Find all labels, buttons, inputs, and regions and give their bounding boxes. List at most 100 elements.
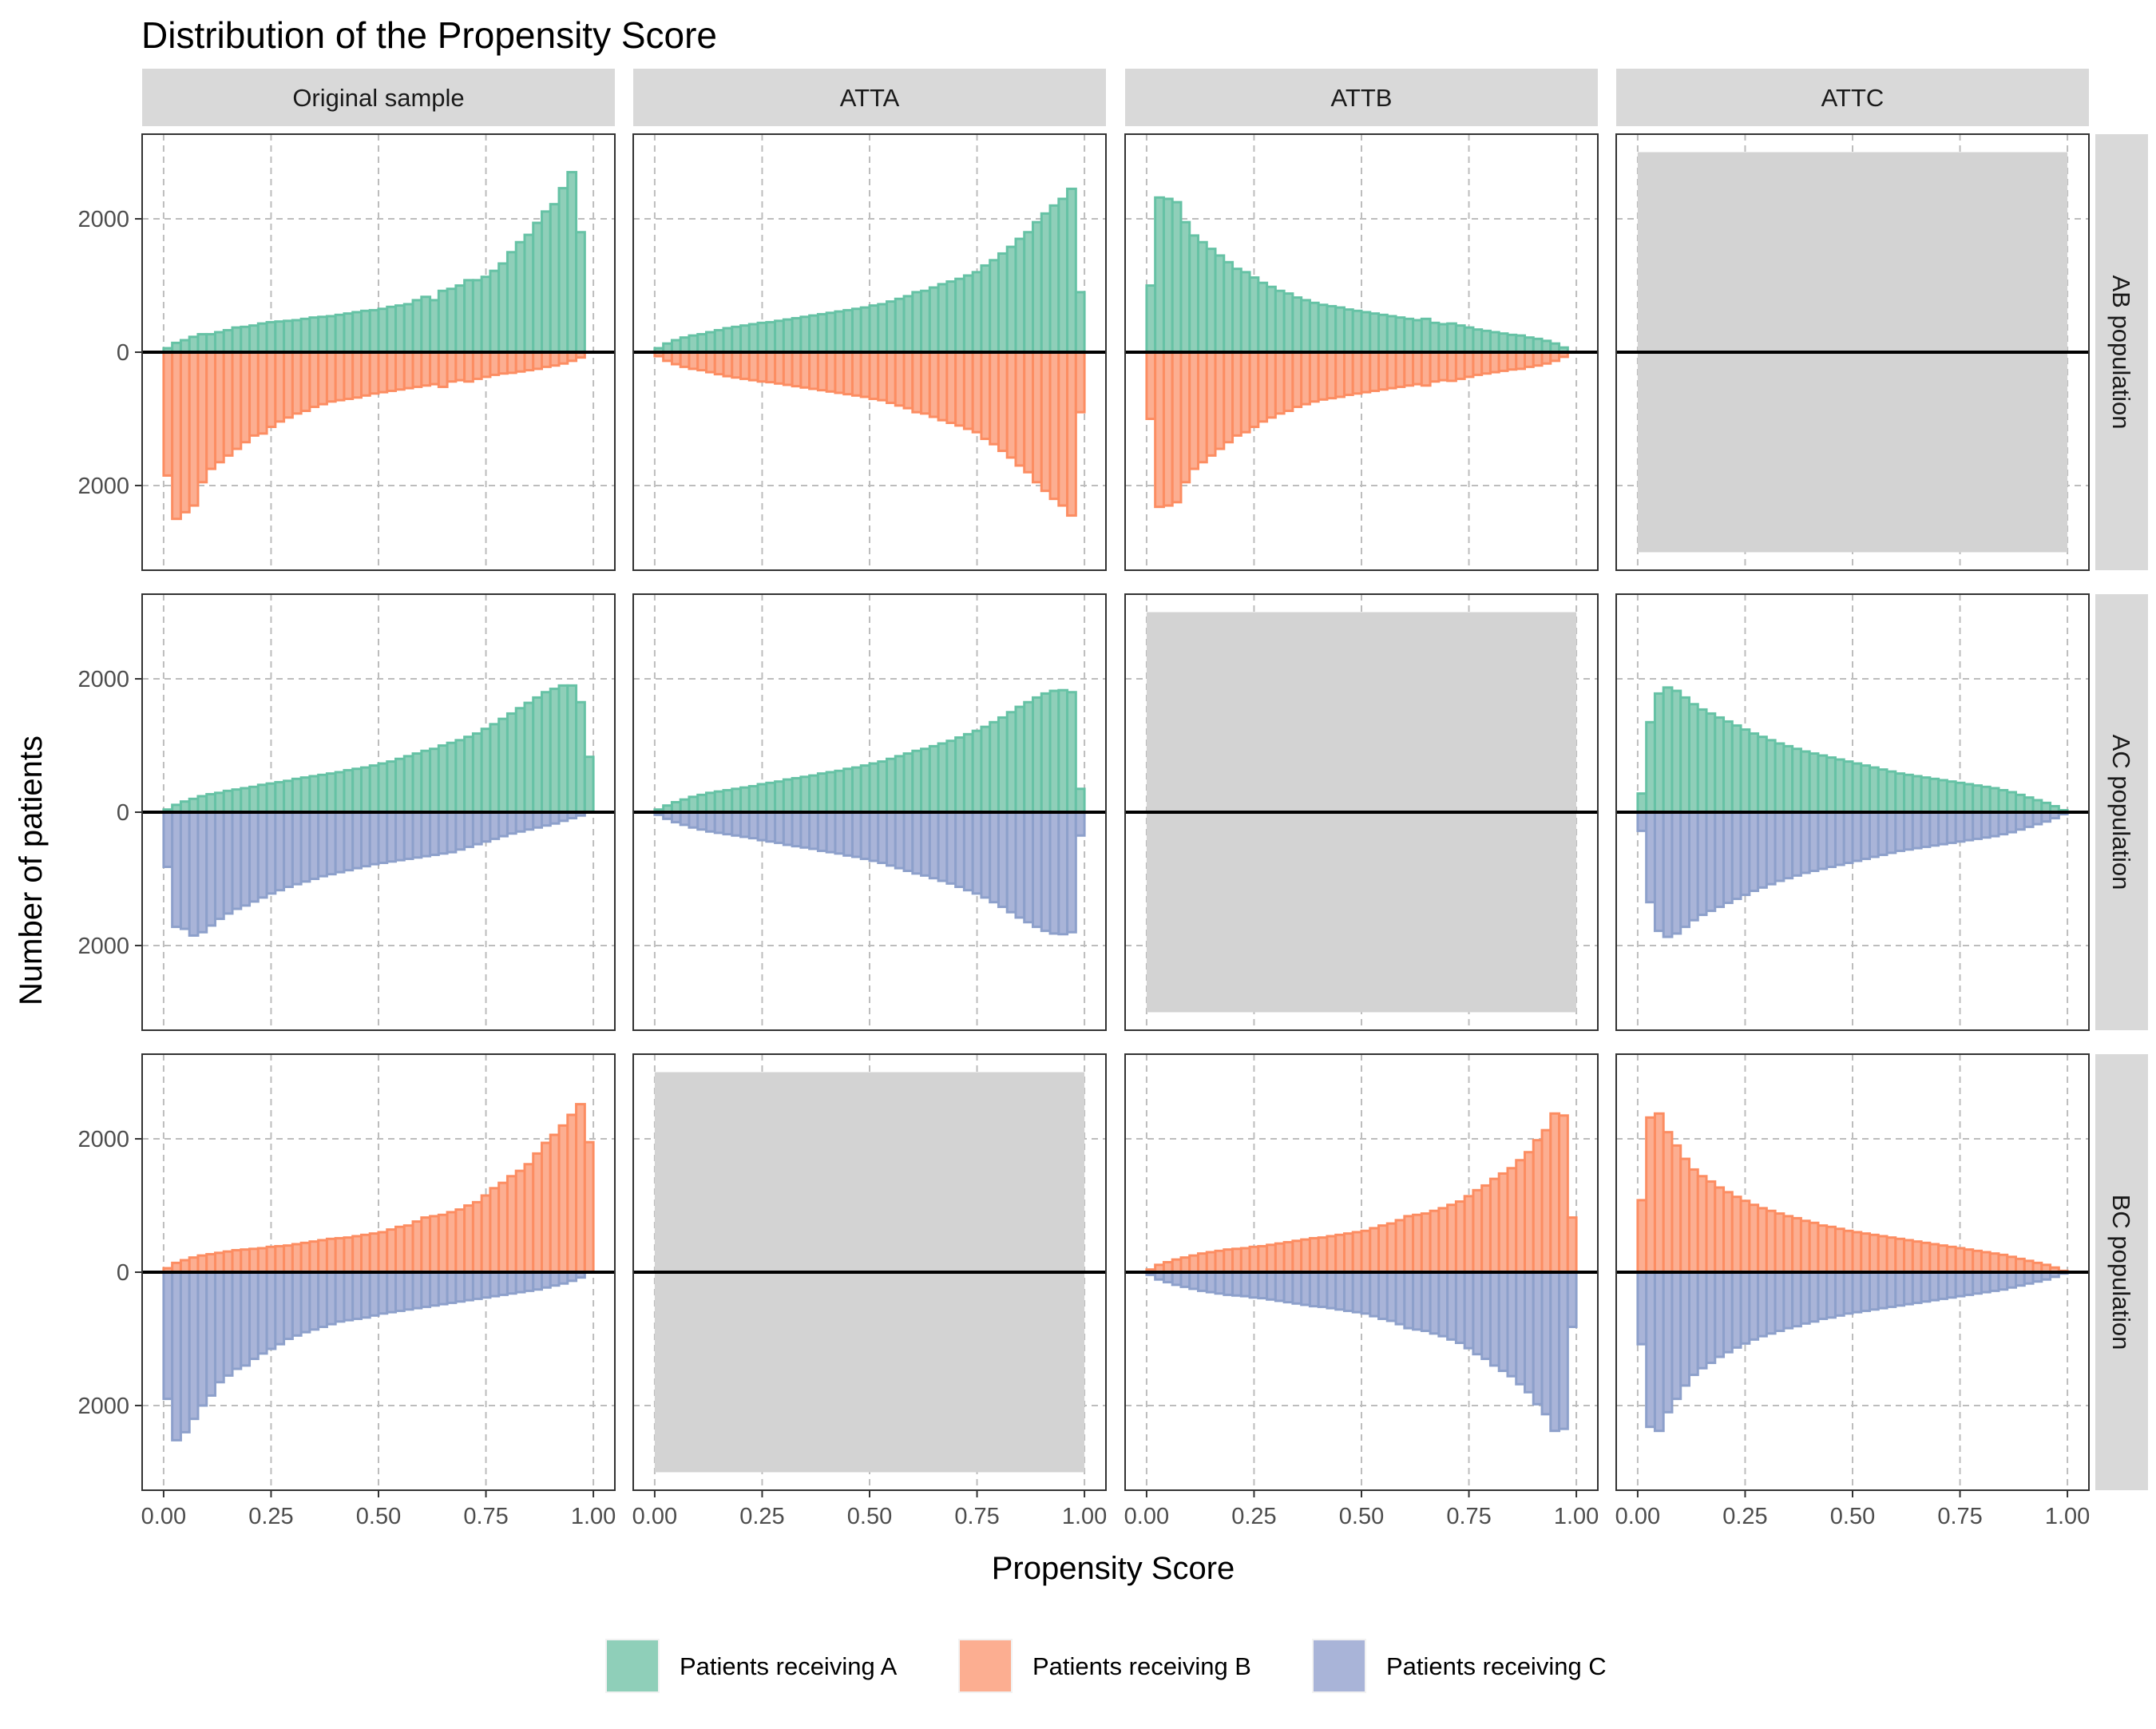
histogram-bar — [877, 811, 889, 864]
histogram-bar — [989, 259, 1000, 354]
histogram-bar — [471, 811, 483, 846]
histogram-bar — [256, 783, 268, 814]
histogram-bar — [791, 351, 803, 388]
histogram-bar — [420, 1271, 432, 1308]
histogram-bar — [1524, 336, 1535, 354]
histogram-bar — [231, 351, 243, 450]
histogram-bar — [1954, 811, 1966, 843]
histogram-bar — [1239, 351, 1251, 434]
histogram-bar — [1817, 1271, 1829, 1320]
histogram-bar — [886, 300, 897, 354]
histogram-bar — [1074, 291, 1086, 354]
histogram-bar — [549, 1133, 561, 1274]
histogram-bar — [1954, 781, 1966, 814]
histogram-bar — [1300, 299, 1311, 354]
histogram-bar — [868, 811, 880, 863]
histogram-bar — [532, 1152, 544, 1274]
histogram-bar — [308, 316, 320, 354]
histogram-bar — [343, 351, 355, 400]
histogram-bar — [583, 1140, 595, 1274]
histogram-bar — [1032, 696, 1043, 814]
histogram-bar — [1722, 1191, 1734, 1274]
histogram-bar — [1351, 1271, 1363, 1314]
histogram-bar — [1188, 1254, 1199, 1274]
histogram-bar — [549, 203, 561, 354]
x-tick-label: 0.50 — [847, 1504, 892, 1529]
histogram-bar — [429, 748, 440, 814]
histogram-bar — [231, 326, 243, 354]
histogram-bar — [583, 755, 595, 814]
histogram-bar — [1920, 811, 1932, 848]
histogram-bar — [1188, 351, 1199, 470]
histogram-bar — [1005, 811, 1017, 914]
histogram-bar — [1074, 351, 1086, 414]
histogram-bar — [1774, 1271, 1785, 1332]
histogram-bar — [1266, 351, 1277, 419]
histogram-bar — [1842, 1229, 1854, 1274]
facet-strip-label-original-sample: Original sample — [292, 84, 464, 112]
histogram-bar — [1671, 1144, 1682, 1274]
histogram-bar — [359, 1233, 371, 1274]
histogram-bar — [1782, 811, 1794, 880]
histogram-bar — [1162, 351, 1174, 507]
panel-bc-population-attc: 0.00 0.25 0.50 0.75 1.00 — [1615, 1053, 2090, 1529]
histogram-bar — [575, 1103, 586, 1274]
histogram-bar — [1988, 1271, 2000, 1292]
histogram-bar — [179, 351, 191, 514]
histogram-bar — [1799, 811, 1811, 874]
histogram-bar — [334, 313, 346, 354]
histogram-bar — [188, 335, 200, 354]
histogram-bar — [256, 351, 268, 435]
histogram-bar — [1014, 351, 1026, 467]
histogram-bar — [1274, 1242, 1286, 1274]
histogram-bar — [1394, 316, 1406, 354]
histogram-bar — [1506, 1167, 1518, 1274]
histogram-bar — [2023, 811, 2035, 828]
histogram-bar — [1774, 742, 1785, 814]
histogram-bar — [945, 811, 957, 885]
histogram-bar — [351, 351, 363, 399]
histogram-bar — [283, 811, 294, 889]
histogram-bar — [471, 1271, 483, 1300]
histogram-bar — [834, 310, 846, 354]
histogram-bar — [731, 351, 743, 379]
histogram-bar — [1385, 1222, 1397, 1274]
histogram-bar — [1463, 326, 1475, 354]
histogram-bar — [248, 351, 260, 437]
histogram-bar — [1048, 689, 1060, 814]
histogram-bar — [1308, 1271, 1320, 1308]
series-patients-receiving-c — [162, 1271, 586, 1441]
histogram-bar — [463, 811, 474, 848]
histogram-bar — [1412, 1213, 1423, 1274]
histogram-bar — [541, 1271, 552, 1289]
histogram-bar — [1748, 811, 1760, 893]
histogram-bar — [351, 811, 363, 870]
histogram-bar — [859, 351, 871, 399]
histogram-bar — [1903, 773, 1914, 814]
histogram-bar — [1988, 811, 2000, 838]
histogram-bar — [1515, 1159, 1527, 1274]
histogram-bar — [1282, 351, 1294, 412]
histogram-bar — [1920, 1271, 1932, 1303]
histogram-bar — [480, 276, 492, 354]
histogram-bar — [1300, 351, 1311, 406]
histogram-bar — [1326, 1271, 1338, 1310]
y-tick-label: 0 — [117, 340, 129, 366]
histogram-bar — [1274, 289, 1286, 354]
histogram-bar — [1532, 1271, 1544, 1406]
histogram-bar — [774, 319, 785, 354]
legend-item-a: Patients receiving A — [605, 1639, 898, 1693]
histogram-bar — [980, 811, 992, 899]
histogram-bar — [1817, 754, 1829, 814]
histogram-bar — [1877, 768, 1888, 814]
histogram-bar — [196, 795, 208, 814]
histogram-bar — [859, 764, 871, 814]
histogram-bar — [480, 811, 492, 843]
histogram-bar — [756, 783, 768, 814]
histogram-bar — [532, 1271, 544, 1291]
histogram-bar — [497, 262, 509, 354]
histogram-bar — [359, 309, 371, 354]
histogram-bar — [196, 332, 208, 354]
histogram-bar — [222, 351, 234, 457]
histogram-bar — [1636, 792, 1648, 814]
